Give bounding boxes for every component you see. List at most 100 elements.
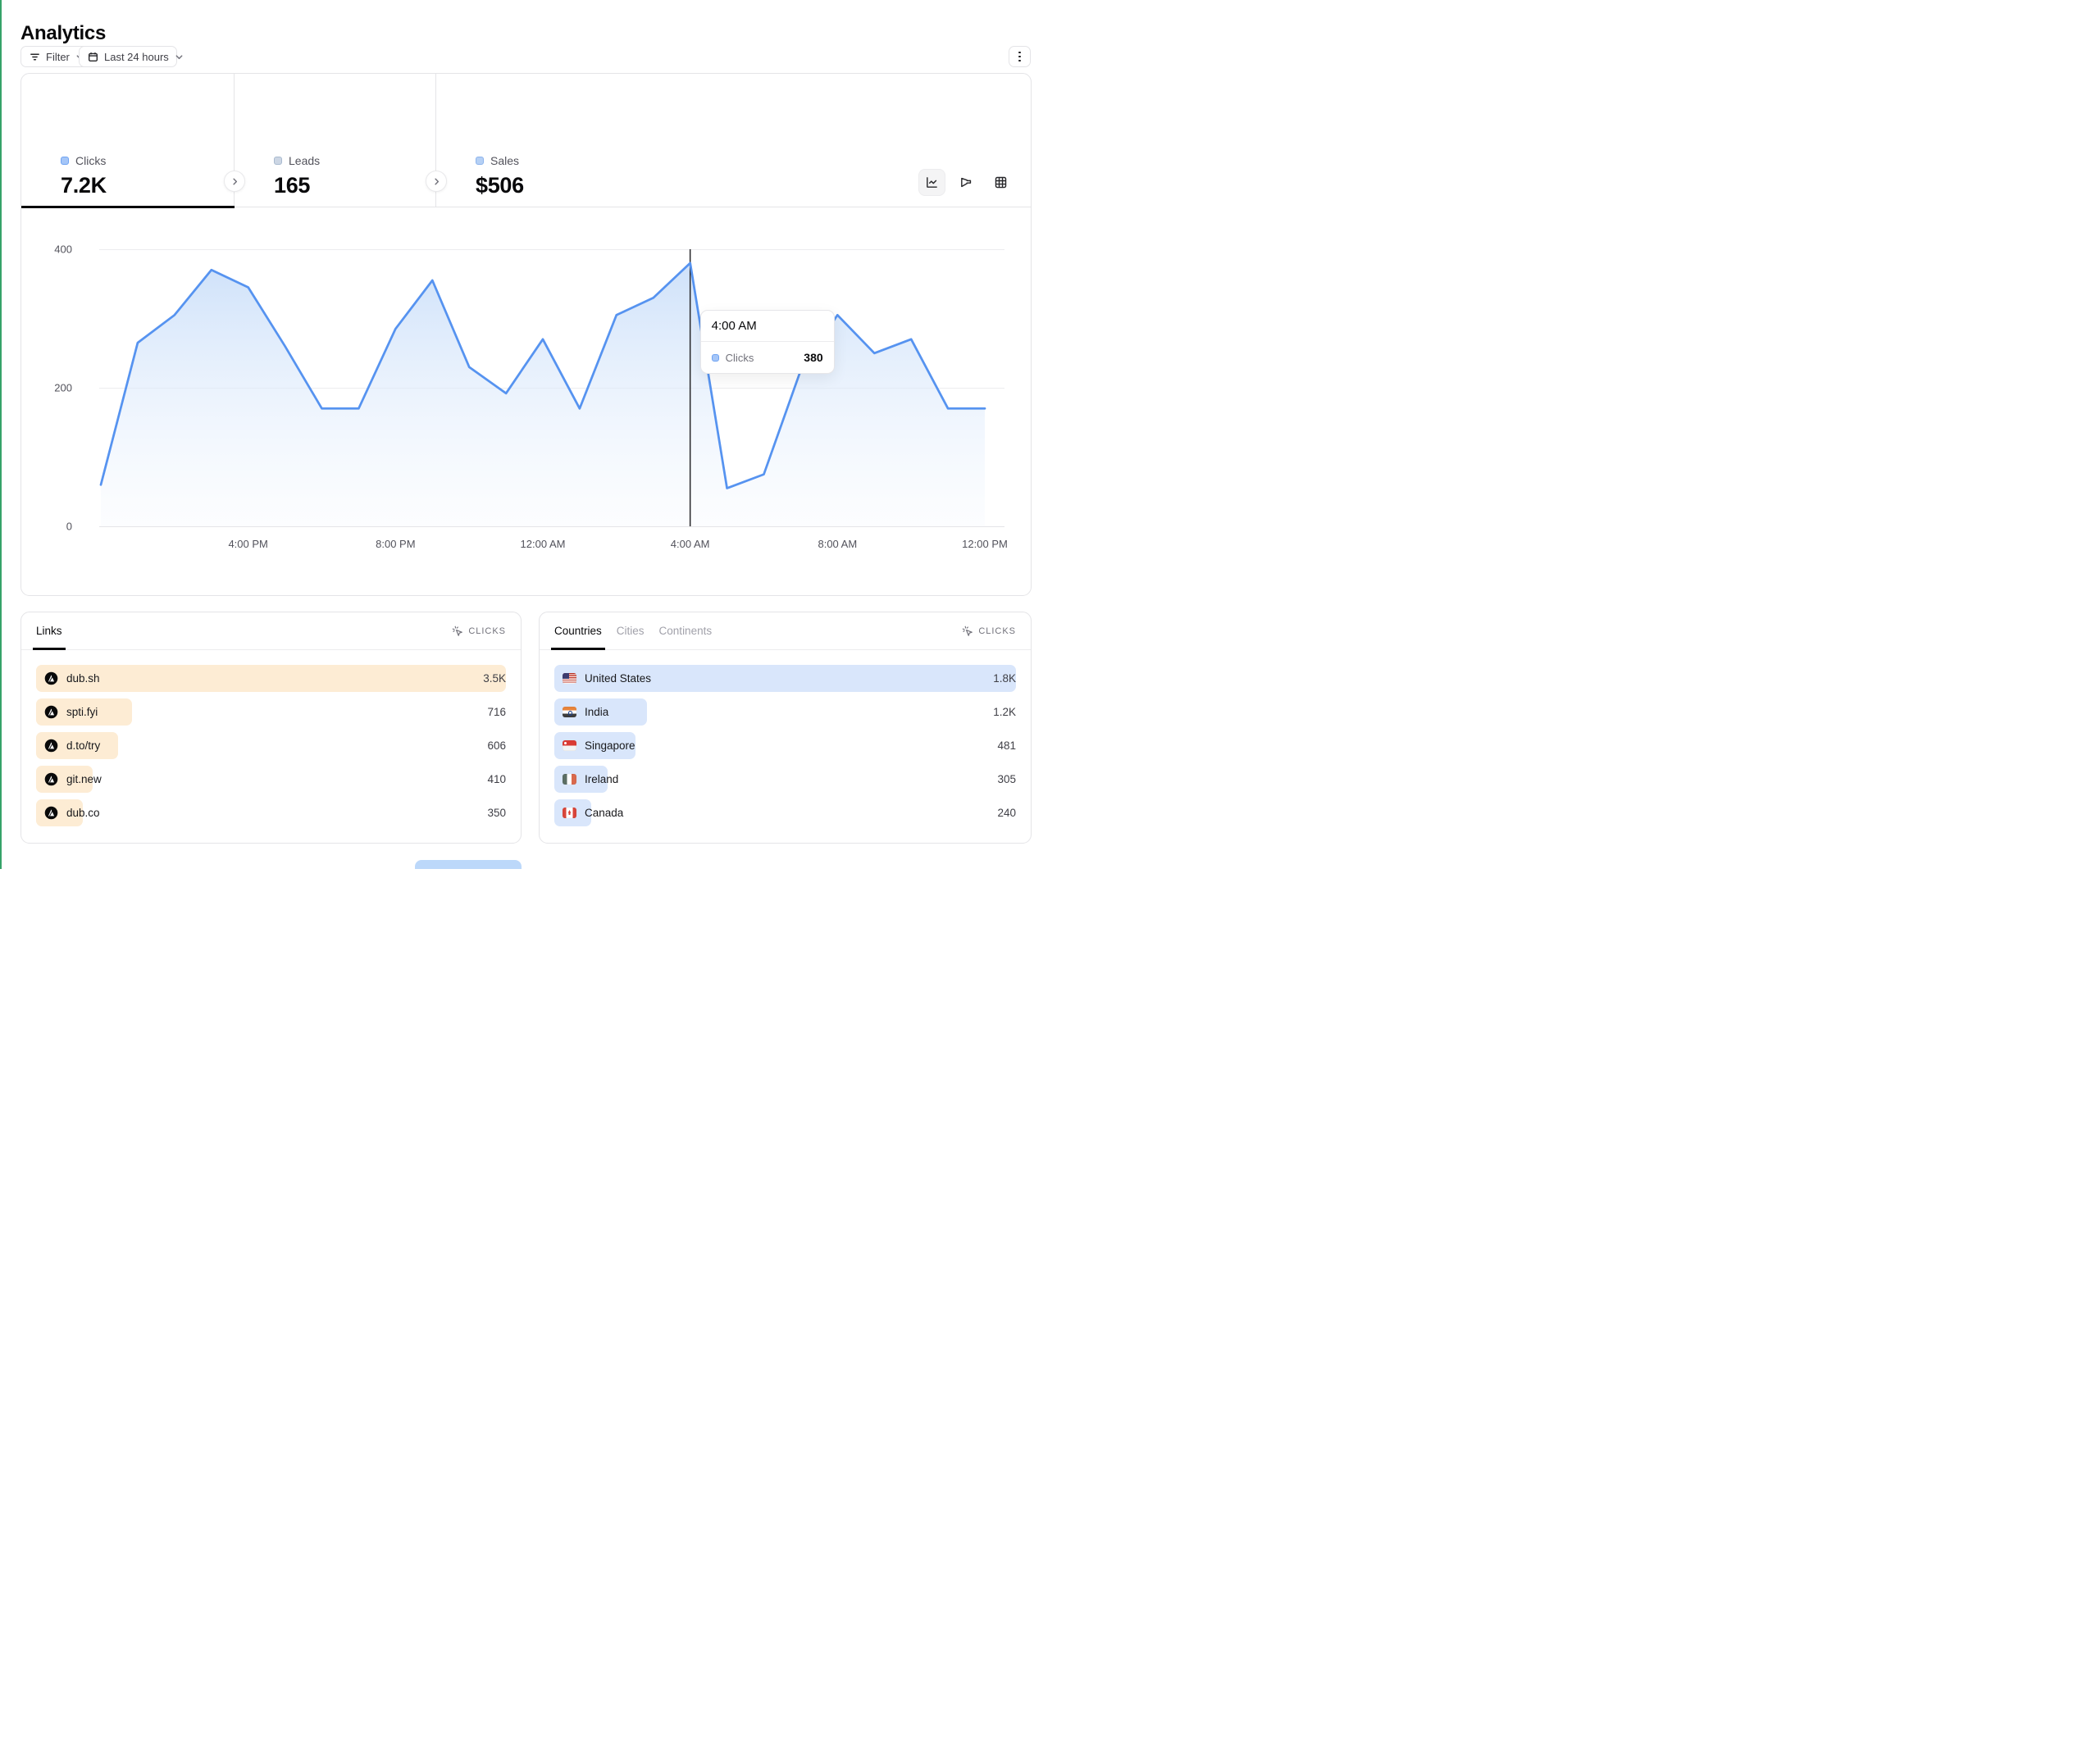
us-flag-icon — [563, 673, 576, 684]
table-grid-icon — [995, 176, 1007, 189]
country-label: United States — [585, 672, 652, 685]
expand-leads-button[interactable] — [426, 171, 447, 192]
dub-favicon-icon — [44, 772, 58, 786]
chevron-right-icon — [434, 178, 439, 184]
more-menu-button[interactable] — [1009, 46, 1031, 67]
x-tick-label: 12:00 AM — [520, 538, 566, 550]
dub-favicon-icon — [44, 806, 58, 820]
link-label: dub.sh — [66, 672, 100, 685]
y-tick-label: 400 — [54, 243, 72, 256]
countries-metric-header[interactable]: CLICKS — [962, 626, 1016, 637]
tooltip-series-label: Clicks — [725, 351, 754, 364]
link-label: spti.fyi — [66, 706, 98, 718]
analytics-card: Clicks 7.2K Leads 165 Sales $506 — [20, 73, 1032, 596]
links-metric-header[interactable]: CLICKS — [452, 626, 506, 637]
links-panel-header: Links CLICKS — [21, 612, 521, 650]
kebab-icon — [1018, 51, 1021, 54]
tab-countries[interactable]: Countries — [551, 612, 605, 650]
chart-region: 0 200 400 4:00 AM — [21, 207, 1031, 595]
analytics-page: Analytics Filter Last 24 hours Clicks — [0, 0, 1050, 869]
singapore-flag-icon — [563, 740, 576, 751]
series-line — [99, 262, 986, 489]
stats-row: Clicks 7.2K Leads 165 Sales $506 — [21, 74, 1031, 208]
tooltip-time: 4:00 AM — [700, 311, 834, 342]
link-row[interactable]: dub.co 350 — [36, 799, 506, 826]
filter-icon — [30, 52, 40, 62]
country-row-bar — [554, 665, 1016, 692]
expand-clicks-button[interactable] — [224, 171, 245, 192]
cursor-click-icon — [452, 626, 463, 637]
links-metric-label: CLICKS — [468, 626, 506, 636]
link-label: d.to/try — [66, 739, 101, 752]
tab-clicks[interactable]: Clicks 7.2K — [21, 74, 235, 207]
countries-metric-label: CLICKS — [978, 626, 1016, 636]
link-row[interactable]: git.new 410 — [36, 766, 506, 793]
clipped-blue-element — [415, 860, 522, 869]
chart-view-toggle — [918, 169, 1014, 196]
x-tick-label: 4:00 AM — [670, 538, 710, 550]
sales-value: $506 — [476, 173, 524, 198]
countries-panel-header: Countries Cities Continents CLICKS — [540, 612, 1031, 650]
leads-label: Leads — [289, 154, 321, 167]
funnel-view-button[interactable] — [953, 169, 980, 196]
chart-tooltip: 4:00 AM Clicks 380 — [699, 310, 835, 374]
country-label: Ireland — [585, 773, 619, 785]
links-rows: dub.sh 3.5K spti.fyi 716 d.to/try 606 gi… — [21, 650, 521, 839]
country-row[interactable]: United States 1.8K — [554, 665, 1016, 692]
link-row[interactable]: spti.fyi 716 — [36, 698, 506, 726]
link-value: 716 — [487, 706, 506, 718]
country-value: 1.2K — [993, 706, 1016, 718]
sales-label: Sales — [490, 154, 520, 167]
link-value: 350 — [487, 807, 506, 819]
x-tick-label: 8:00 PM — [376, 538, 416, 550]
country-value: 481 — [997, 739, 1016, 752]
link-label: git.new — [66, 773, 102, 785]
line-chart-icon — [927, 177, 937, 188]
clicks-label: Clicks — [75, 154, 107, 167]
funnel-icon — [961, 177, 972, 188]
tab-cities[interactable]: Cities — [616, 625, 645, 637]
tab-links[interactable]: Links — [33, 612, 65, 650]
tab-sales[interactable]: Sales $506 — [436, 74, 1031, 207]
country-label: India — [585, 706, 609, 718]
country-row[interactable]: Ireland 305 — [554, 766, 1016, 793]
country-value: 1.8K — [993, 672, 1016, 685]
cursor-click-icon — [962, 626, 973, 637]
link-value: 410 — [487, 773, 506, 785]
x-tick-label: 8:00 AM — [818, 538, 858, 550]
country-label: Singapore — [585, 739, 635, 752]
area-fill — [101, 262, 985, 526]
left-accent-strip — [0, 0, 2, 869]
link-row[interactable]: dub.sh 3.5K — [36, 665, 506, 692]
x-axis: 4:00 PM 8:00 PM 12:00 AM 4:00 AM 8:00 AM 12:0… — [101, 538, 1007, 554]
link-label: dub.co — [66, 807, 100, 819]
x-tick-label: 12:00 PM — [962, 538, 1008, 550]
tab-continents[interactable]: Continents — [658, 625, 713, 637]
line-chart-view-button[interactable] — [918, 169, 945, 196]
active-tab-underline — [21, 206, 235, 208]
table-view-button[interactable] — [987, 169, 1014, 196]
dub-favicon-icon — [44, 671, 58, 685]
link-row-bar — [36, 799, 84, 826]
sales-legend-swatch — [476, 157, 484, 165]
link-value: 606 — [487, 739, 506, 752]
link-row-bar — [36, 665, 506, 692]
date-range-label: Last 24 hours — [104, 50, 169, 63]
country-value: 305 — [997, 773, 1016, 785]
clicks-area-chart[interactable]: 4:00 AM Clicks 380 — [99, 249, 986, 526]
country-row[interactable]: Canada 240 — [554, 799, 1016, 826]
filter-label: Filter — [46, 50, 70, 63]
y-tick-label: 0 — [66, 520, 72, 533]
country-row[interactable]: India 1.2K — [554, 698, 1016, 726]
countries-rows: United States 1.8K India 1.2K Singapore … — [540, 650, 1031, 839]
tab-leads[interactable]: Leads 165 — [235, 74, 436, 207]
page-title: Analytics — [20, 22, 107, 44]
country-row[interactable]: Singapore 481 — [554, 732, 1016, 759]
gridline-400 — [99, 249, 1004, 250]
link-row[interactable]: d.to/try 606 — [36, 732, 506, 759]
y-tick-label: 200 — [54, 381, 72, 394]
x-tick-label: 4:00 PM — [228, 538, 268, 550]
leads-legend-swatch — [274, 157, 282, 165]
country-label: Canada — [585, 807, 624, 819]
date-range-button[interactable]: Last 24 hours — [79, 46, 183, 67]
